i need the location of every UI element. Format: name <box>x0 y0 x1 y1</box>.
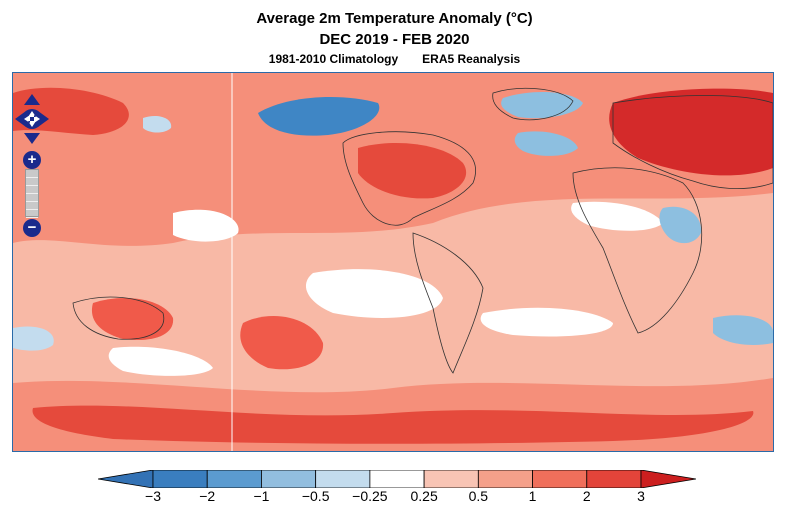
zoom-slider[interactable] <box>25 169 39 218</box>
warm-antarctica <box>32 405 754 444</box>
cool-north-atlantic <box>514 131 578 156</box>
pan-up-icon[interactable] <box>24 94 40 105</box>
pan-down-icon[interactable] <box>24 133 40 144</box>
colorbar-segment <box>369 470 425 488</box>
country-borders <box>72 87 773 374</box>
anomaly-field <box>13 73 773 451</box>
climatology-label: 1981-2010 Climatology <box>268 52 399 66</box>
neutral-south-atlantic <box>480 307 613 337</box>
warm-australia <box>91 298 174 341</box>
map-subtitle: 1981-2010 Climatology ERA5 Reanalysis <box>0 52 789 66</box>
colorbar-tick-label: 0.5 <box>468 488 489 504</box>
warm-south-pacific <box>240 315 324 370</box>
zoom-out-button[interactable]: − <box>23 219 41 237</box>
colorbar-segment <box>532 470 588 488</box>
colorbar-segment <box>315 470 371 488</box>
colorbar-tick-label: −2 <box>199 488 216 504</box>
warm-north-america <box>358 143 467 199</box>
map-navigation-control[interactable]: + − <box>14 93 50 243</box>
cool-alaska-canada <box>258 97 380 136</box>
colorbar-tick-label: −1 <box>253 488 270 504</box>
cool-west-pacific <box>13 326 54 351</box>
cool-south-indian <box>713 315 773 345</box>
zoom-in-button[interactable]: + <box>23 151 41 169</box>
cool-patch <box>143 116 172 133</box>
colorbar-tick-label: −3 <box>145 488 161 504</box>
colorbar-tick-label: −0.5 <box>301 488 330 504</box>
colorbar-tick-label: 0.25 <box>410 488 438 504</box>
colorbar-segment <box>206 470 262 488</box>
colorbar-tick-label: 3 <box>637 488 645 504</box>
neutral-east-pacific <box>305 269 443 318</box>
pan-arrows-icon <box>24 111 40 127</box>
colorbar-tick-label: 2 <box>582 488 591 504</box>
colorbar-segment <box>152 470 208 488</box>
cool-east-africa <box>659 206 702 244</box>
neutral-patch-1 <box>173 209 239 242</box>
colorbar-segment <box>423 470 479 488</box>
dataset-label: ERA5 Reanalysis <box>422 52 521 66</box>
colorbar-high-extend <box>640 470 696 488</box>
map-period: DEC 2019 - FEB 2020 <box>319 31 470 48</box>
temperature-anomaly-map[interactable] <box>12 72 774 452</box>
colorbar-tick-label: −0.25 <box>352 488 388 504</box>
map-title: Average 2m Temperature Anomaly (°C) <box>256 10 533 27</box>
pan-center-icon <box>22 109 42 129</box>
warm-eurasia <box>609 88 773 176</box>
colorbar-segment <box>261 470 317 488</box>
colorbar-tick-label: 1 <box>528 488 537 504</box>
colorbar-low-extend <box>98 470 154 488</box>
colorbar-segment <box>477 470 533 488</box>
pan-control[interactable] <box>14 93 50 145</box>
neutral-tasman <box>108 346 213 376</box>
neutral-sahara <box>571 201 663 231</box>
colorbar-segment <box>586 470 642 488</box>
colorbar <box>98 470 696 488</box>
